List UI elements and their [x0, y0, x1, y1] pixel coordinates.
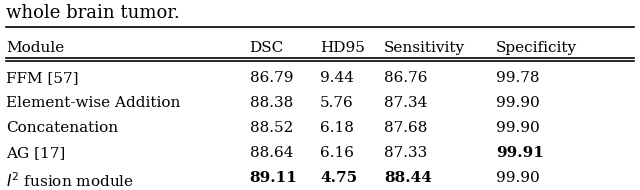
Text: 88.44: 88.44 [384, 171, 432, 185]
Text: Specificity: Specificity [496, 41, 577, 55]
Text: Module: Module [6, 41, 65, 55]
Text: 86.79: 86.79 [250, 71, 293, 85]
Text: 4.75: 4.75 [320, 171, 357, 185]
Text: whole brain tumor.: whole brain tumor. [6, 4, 180, 22]
Text: 88.38: 88.38 [250, 96, 293, 110]
Text: 87.34: 87.34 [384, 96, 428, 110]
Text: 99.90: 99.90 [496, 96, 540, 110]
Text: 6.16: 6.16 [320, 146, 354, 160]
Text: 5.76: 5.76 [320, 96, 354, 110]
Text: 88.64: 88.64 [250, 146, 293, 160]
Text: Element-wise Addition: Element-wise Addition [6, 96, 180, 110]
Text: 88.52: 88.52 [250, 121, 293, 135]
Text: 86.76: 86.76 [384, 71, 428, 85]
Text: 99.78: 99.78 [496, 71, 540, 85]
Text: $I^2$ fusion module: $I^2$ fusion module [6, 171, 134, 190]
Text: 9.44: 9.44 [320, 71, 354, 85]
Text: DSC: DSC [250, 41, 284, 55]
Text: Concatenation: Concatenation [6, 121, 118, 135]
Text: HD95: HD95 [320, 41, 365, 55]
Text: AG [17]: AG [17] [6, 146, 66, 160]
Text: 89.11: 89.11 [250, 171, 298, 185]
Text: 6.18: 6.18 [320, 121, 354, 135]
Text: 99.90: 99.90 [496, 171, 540, 185]
Text: 99.90: 99.90 [496, 121, 540, 135]
Text: 99.91: 99.91 [496, 146, 544, 160]
Text: 87.33: 87.33 [384, 146, 428, 160]
Text: Sensitivity: Sensitivity [384, 41, 465, 55]
Text: 87.68: 87.68 [384, 121, 428, 135]
Text: FFM [57]: FFM [57] [6, 71, 79, 85]
